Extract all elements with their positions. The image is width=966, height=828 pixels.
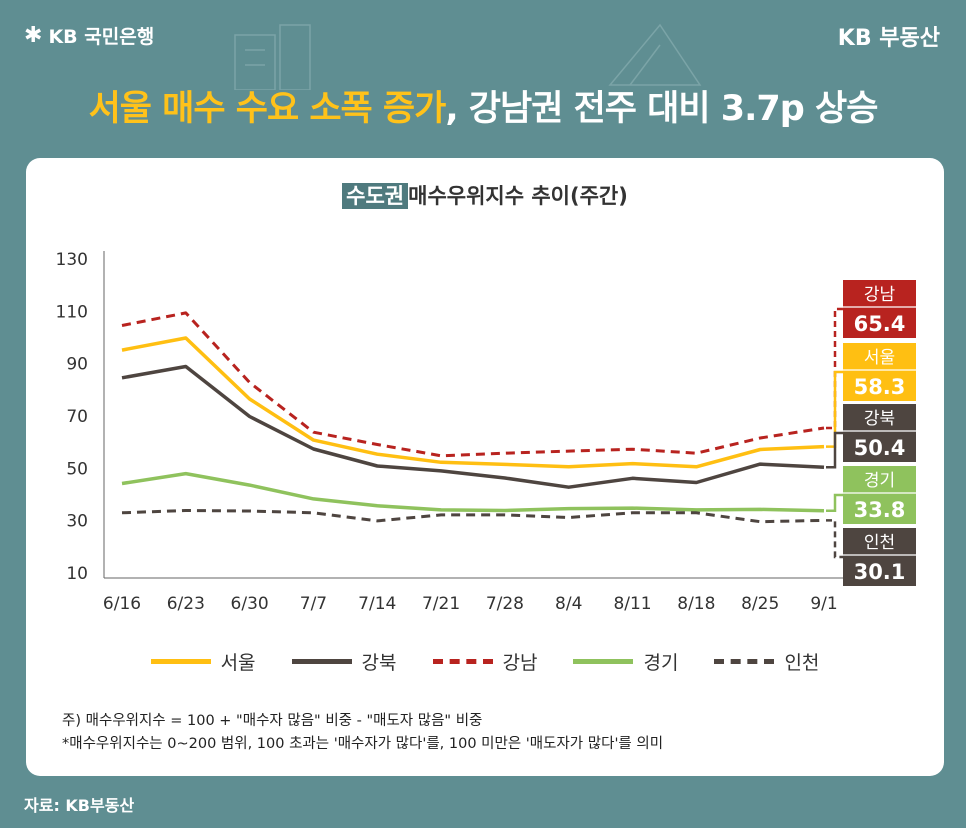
building-deco-icon: [234, 24, 311, 90]
y-tick-label: 30: [66, 512, 88, 532]
x-tick-label: 7/28: [486, 594, 524, 614]
end-label-connector: [826, 519, 843, 559]
series-line-강남: [121, 311, 825, 458]
end-label-강북: 강북 50.4: [843, 404, 916, 462]
x-tick-label: 7/7: [300, 594, 327, 614]
chart-legend: 서울 강북 강남 경기 인천: [26, 648, 944, 675]
headline-highlight: 서울 매수 수요 소폭 증가: [88, 89, 447, 129]
legend-swatch: [291, 659, 352, 664]
x-tick-label: 6/16: [103, 594, 141, 614]
end-label-name: 강북: [864, 409, 895, 429]
x-tick-label: 9/1: [810, 594, 837, 614]
kb-star-icon: ✱: [24, 23, 43, 48]
x-tick-label: 8/4: [555, 594, 582, 614]
series-line-서울: [121, 336, 825, 469]
y-tick-label: 110: [56, 302, 88, 322]
end-label-name: 인천: [864, 533, 895, 553]
end-label-value: 50.4: [854, 436, 906, 460]
end-label-value: 33.8: [854, 498, 906, 522]
x-tick-label: 8/25: [741, 594, 779, 614]
legend-label: 서울: [220, 652, 256, 674]
legend-swatch: [432, 659, 493, 664]
legend-label: 경기: [643, 652, 679, 674]
end-label-서울: 서울 58.3: [843, 343, 916, 401]
legend-label: 인천: [784, 652, 820, 674]
end-label-name: 강남: [864, 285, 896, 305]
series-line-경기: [121, 471, 825, 513]
legend-item-강남: 강남: [432, 648, 538, 675]
end-label-value: 30.1: [854, 560, 906, 584]
note-line-2: *매수우위지수는 0~200 범위, 100 초과는 '매수자가 많다'를, 1…: [62, 736, 664, 752]
chart-title: 수도권 매수우위지수 추이(주간): [26, 180, 944, 210]
end-label-강남: 강남 65.4: [843, 280, 916, 338]
end-label-connector: [826, 370, 843, 448]
x-tick-label: 8/11: [613, 594, 651, 614]
y-tick-label: 130: [56, 250, 88, 270]
end-label-connector: [826, 493, 843, 512]
end-label-value: 58.3: [854, 375, 906, 399]
kb-realestate-logo: KB 부동산: [837, 26, 940, 51]
legend-swatch: [150, 659, 211, 664]
kb-bank-logo: ✱ KB 국민은행: [24, 22, 154, 49]
y-tick-label: 70: [66, 407, 88, 427]
y-tick-label: 50: [66, 459, 88, 479]
legend-item-경기: 경기: [573, 648, 678, 675]
brand-left-text: KB 국민은행: [48, 26, 155, 48]
chart-card: 10 30 50 70 90 110 130 6/16 6/23 6/30 7/7 7/14 7/21 7…: [26, 158, 944, 776]
chart-title-tag: 수도권: [342, 183, 409, 209]
legend-item-인천: 인천: [714, 648, 819, 675]
y-tick-label: 10: [66, 564, 88, 584]
headline-rest: , 강남권 전주 대비 3.7p 상승: [445, 89, 878, 129]
legend-swatch: [573, 659, 634, 664]
legend-item-강북: 강북: [291, 648, 397, 675]
end-label-경기: 경기 33.8: [843, 466, 916, 524]
x-tick-label: 6/30: [231, 594, 269, 614]
source-text: 자료: KB부동산: [24, 796, 135, 815]
legend-swatch: [714, 659, 775, 664]
end-label-name: 경기: [864, 471, 895, 491]
end-label-name: 서울: [864, 348, 895, 368]
note-line-1: 주) 매수우위지수 = 100 + "매수자 많음" 비중 - "매도자 많음"…: [62, 713, 483, 729]
end-label-인천: 인천 30.1: [843, 528, 916, 586]
end-label-connector: [826, 431, 843, 469]
legend-label: 강북: [361, 652, 397, 674]
x-tick-label: 7/21: [422, 594, 460, 614]
line-chart: 10 30 50 70 90 110 130 6/16 6/23 6/30 7/7 7/14 7/21 7…: [56, 250, 916, 614]
headline: 서울 매수 수요 소폭 증가, 강남권 전주 대비 3.7p 상승: [0, 80, 966, 131]
chart-title-text: 매수우위지수 추이(주간): [408, 184, 628, 208]
series-line-강북: [121, 364, 825, 489]
ruler-deco-icon: [608, 23, 702, 86]
x-tick-label: 8/18: [677, 594, 715, 614]
legend-item-서울: 서울: [150, 648, 256, 675]
x-tick-label: 7/14: [358, 594, 396, 614]
end-label-value: 65.4: [854, 312, 906, 336]
y-tick-label: 90: [66, 355, 88, 375]
x-tick-label: 6/23: [167, 594, 205, 614]
series-line-인천: [121, 509, 825, 524]
legend-label: 강남: [502, 652, 538, 674]
chart-notes: 주) 매수우위지수 = 100 + "매수자 많음" 비중 - "매도자 많음"…: [62, 710, 663, 756]
end-label-connector: [826, 307, 843, 430]
